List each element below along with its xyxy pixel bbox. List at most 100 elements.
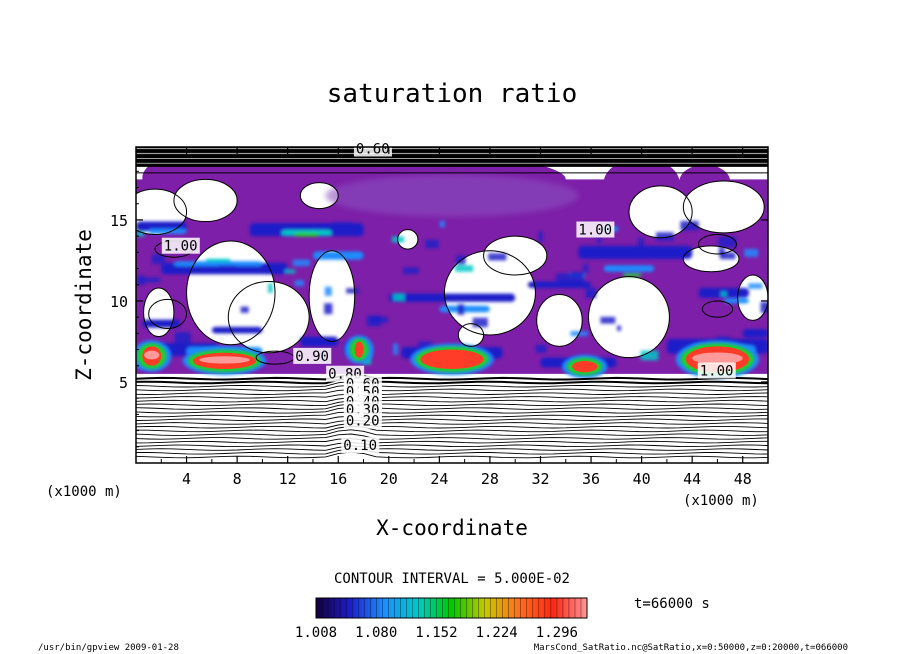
contour-outline (457, 323, 485, 347)
speckle (324, 303, 333, 315)
contour-outline (136, 188, 188, 236)
x-tick-label: 40 (633, 470, 651, 488)
contour-line (136, 380, 768, 388)
streak (300, 336, 339, 347)
streak (142, 319, 181, 328)
x-tick-label: 28 (481, 470, 499, 488)
colorbar-stripes (321, 598, 582, 618)
streak (294, 232, 320, 237)
contour-line (136, 411, 768, 418)
contour-line (136, 389, 768, 395)
contour-label: 1.00 (700, 363, 734, 379)
chart-title: saturation ratio (327, 79, 577, 109)
subsaturated-region (588, 276, 670, 358)
speckle (346, 288, 360, 294)
contour-line (136, 433, 768, 440)
x-tick-label: 12 (279, 470, 297, 488)
cell-core (572, 360, 598, 373)
speckle (656, 232, 674, 242)
x-unit-right: (x1000 m) (683, 493, 759, 509)
speckle (292, 259, 311, 267)
colorbar-labels: 1.008 1.080 1.152 1.224 1.296 (295, 625, 578, 641)
contour-line (136, 407, 768, 414)
speckle (600, 316, 616, 324)
x-tick-label: 36 (582, 470, 600, 488)
contour-loop (701, 300, 734, 318)
colorbar-tick-label: 1.152 (415, 625, 457, 641)
speckle (137, 275, 145, 286)
contour-label-bg (576, 221, 615, 238)
streak (527, 281, 592, 288)
speckle (583, 263, 589, 273)
contour-loop (148, 298, 188, 329)
contour-label: 0.60 (356, 141, 390, 157)
upper-wash (325, 174, 579, 217)
contour-line (136, 419, 768, 425)
speckle (720, 291, 727, 297)
speckle (640, 350, 659, 361)
plot-frame (135, 146, 769, 464)
contour-outline (536, 293, 583, 347)
contour-line (136, 442, 768, 448)
speckle (596, 237, 602, 244)
colorbar-gradient (315, 597, 588, 619)
speckle (488, 253, 507, 261)
contour-line (136, 403, 768, 410)
speckle (294, 280, 304, 287)
x-axis-ticks: 4 8 12 16 20 24 28 32 36 40 44 48 (160, 147, 752, 488)
cell-peak (144, 350, 160, 360)
speckle (716, 336, 730, 342)
speckle (151, 254, 165, 264)
speckle (136, 231, 145, 237)
y-tick-label: 5 (119, 374, 128, 392)
contour-line (136, 425, 768, 433)
contour-outline (299, 182, 339, 210)
streak (603, 265, 655, 272)
contour-line (136, 415, 768, 421)
speckle (718, 248, 725, 256)
contour-line (136, 400, 768, 407)
contour-line (136, 384, 768, 392)
cell-peak (199, 356, 250, 364)
speckle (324, 286, 332, 296)
speckle (393, 293, 405, 302)
streak (312, 251, 364, 260)
colorbar-tick-label: 1.080 (355, 625, 397, 641)
contour-line (136, 438, 768, 444)
speckle (680, 220, 699, 231)
streak (205, 258, 231, 263)
speckle (403, 267, 419, 274)
speckle (556, 273, 572, 284)
contour-line (136, 445, 768, 451)
contour-label-bg (353, 140, 392, 157)
y-axis-label: Z-coordinate (72, 229, 96, 381)
contour-labels: 0.601.001.001.000.900.800.600.500.400.30… (161, 140, 736, 454)
speckle (333, 222, 352, 231)
speckle (571, 271, 584, 283)
contour-label: 0.90 (295, 349, 329, 365)
contour-label: 1.00 (578, 223, 612, 239)
contour-outline (443, 250, 536, 336)
contour-label: 0.20 (346, 414, 380, 430)
speckle (617, 325, 621, 331)
y-tick-label: 10 (110, 293, 128, 311)
speckle (418, 341, 433, 350)
speckle (240, 306, 249, 313)
contour-line (136, 422, 768, 429)
speckle (425, 239, 439, 249)
time-label: t=66000 s (634, 596, 710, 612)
colorbar-tick-label: 1.008 (295, 625, 337, 641)
contour-line (136, 374, 768, 381)
subsaturated-region (300, 182, 339, 209)
subsaturated-region (397, 229, 418, 250)
subsaturated-region (683, 245, 739, 272)
contour-label-bg (697, 362, 736, 379)
subsaturated-region (683, 181, 765, 233)
speckle (585, 287, 597, 298)
contour-label: 1.00 (164, 239, 198, 255)
y-axis-ticks: 5 10 15 (110, 170, 768, 448)
contour-label-bg (293, 347, 332, 364)
streak (148, 228, 187, 234)
contour-line (136, 393, 768, 399)
contour-outline (308, 250, 356, 342)
